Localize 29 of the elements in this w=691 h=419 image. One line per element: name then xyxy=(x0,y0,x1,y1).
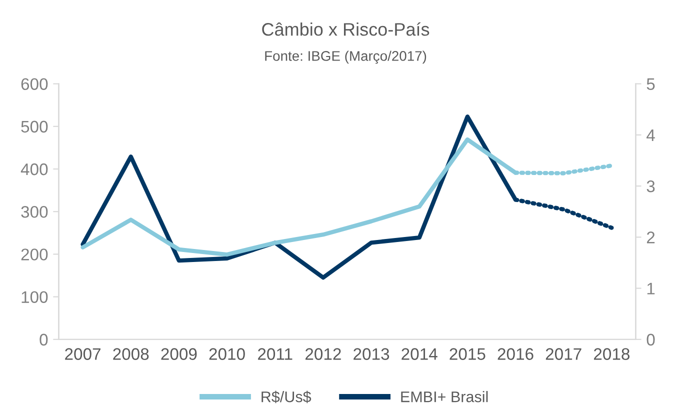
y2-tick-label: 1 xyxy=(647,282,655,294)
y-tick-label: 400 xyxy=(20,163,48,176)
x-tick-label: 2015 xyxy=(450,348,486,360)
y2-tick-label: 3 xyxy=(646,180,655,192)
x-tick-label: 2018 xyxy=(594,348,630,360)
y-tick-label: 500 xyxy=(21,120,48,133)
x-tick-label: 2013 xyxy=(354,348,390,360)
x-tick-label: 2017 xyxy=(546,348,582,360)
x-tick-label: 2009 xyxy=(161,348,197,360)
y2-tick-label: 4 xyxy=(646,129,655,141)
chart-title: Câmbio x Risco-País xyxy=(262,22,430,36)
x-tick-label: 2010 xyxy=(209,348,245,360)
x-tick-label: 2014 xyxy=(402,348,438,360)
x-tick-label: 2011 xyxy=(258,348,292,360)
y2-tick-label: 0 xyxy=(646,334,655,346)
y-tick-label: 600 xyxy=(21,78,48,90)
y-tick-label: 200 xyxy=(21,248,48,260)
y-tick-label: 100 xyxy=(22,291,48,303)
y2-tick-label: 5 xyxy=(646,78,655,90)
x-tick-label: 2008 xyxy=(113,348,149,360)
x-tick-label: 2016 xyxy=(498,348,534,360)
chart-subtitle: Fonte: IBGE (Março/2017) xyxy=(265,50,426,64)
legend-label: EMBI+ Brasil xyxy=(401,391,488,402)
y-tick-label: 300 xyxy=(21,206,48,218)
x-tick-label: 2007 xyxy=(65,348,100,360)
y2-tick-label: 2 xyxy=(646,232,655,244)
x-tick-label: 2012 xyxy=(305,348,341,360)
y-tick-label: 0 xyxy=(40,334,48,346)
legend-label: R$/Us$ xyxy=(262,390,312,404)
